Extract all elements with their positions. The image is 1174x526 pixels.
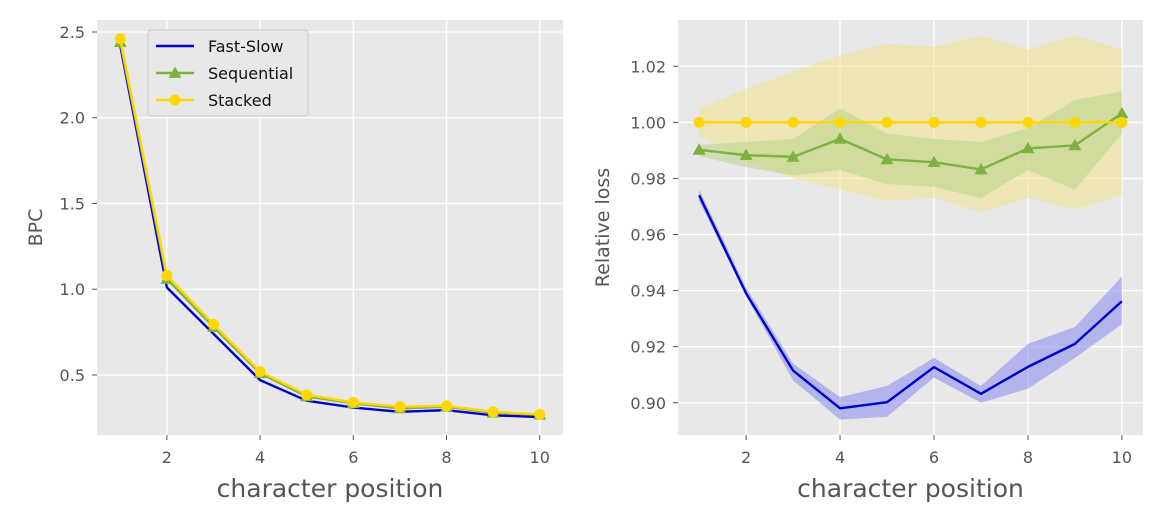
bpc-point-stacked	[208, 318, 219, 330]
relloss-line-sequential	[699, 112, 1123, 171]
bpc-ytick-label: 2.5	[60, 23, 85, 42]
relloss-point-sequential	[880, 152, 894, 165]
relloss-point-sequential	[786, 150, 800, 162]
relloss-xtick-label: 6	[929, 448, 939, 467]
bpc-xtick-label: 10	[530, 448, 550, 467]
bpc-point-stacked	[441, 400, 452, 412]
relloss-xtick-label: 10	[1112, 448, 1132, 467]
relloss-point-sequential	[974, 162, 988, 175]
bpc-point-stacked	[394, 401, 406, 413]
relloss-point-stacked	[740, 116, 752, 128]
relloss-ytick-label: 1.00	[630, 113, 666, 132]
legend-label-fast-slow: Fast-Slow	[208, 37, 283, 56]
bpc-point-stacked	[254, 366, 266, 378]
relloss-point-stacked	[975, 116, 987, 128]
relloss-band-sequential	[699, 91, 1122, 199]
bpc-xtick-label: 8	[441, 448, 451, 467]
relloss-x-axis-label: character position	[797, 474, 1024, 503]
bpc-line-fast-slow	[119, 45, 540, 419]
relloss-point-stacked	[1069, 116, 1081, 128]
relloss-point-stacked	[1022, 116, 1034, 128]
bpc-xtick-label: 2	[162, 448, 172, 467]
bpc-ytick-label: 1.0	[60, 280, 85, 299]
legend-label-sequential: Sequential	[208, 64, 293, 83]
relloss-ytick-label: 1.02	[630, 57, 666, 76]
relloss-ytick-label: 0.90	[630, 394, 666, 413]
bpc-point-stacked	[534, 408, 546, 420]
bpc-xtick-label: 4	[255, 448, 265, 467]
bpc-x-axis-label: character position	[217, 474, 444, 503]
relloss-point-sequential	[1068, 138, 1082, 151]
legend-label-stacked: Stacked	[208, 91, 272, 110]
bpc-point-stacked	[347, 396, 359, 408]
bpc-point-stacked	[301, 389, 313, 401]
relloss-point-sequential	[1021, 141, 1035, 154]
relloss-point-sequential	[739, 148, 753, 161]
relloss-y-axis-label: Relative loss	[592, 168, 614, 287]
relloss-xtick-label: 2	[741, 448, 751, 467]
relloss-point-stacked	[834, 116, 846, 128]
relative-loss-chart: 2 4 6 8 10 0.90 0.92 0.94 0.96 0.98 1.00 1.02 charac…	[592, 20, 1143, 503]
legend-box	[147, 29, 309, 117]
bpc-xtick-label: 6	[348, 448, 358, 467]
relloss-ytick-label: 0.98	[630, 169, 666, 188]
relloss-point-sequential	[1115, 106, 1129, 119]
relloss-point-stacked	[1116, 116, 1128, 128]
bpc-ytick-label: 0.5	[60, 366, 85, 385]
relloss-ytick-label: 0.94	[630, 282, 666, 301]
relloss-point-sequential	[927, 155, 941, 168]
legend-marker-stacked	[169, 94, 181, 106]
relloss-point-sequential	[833, 132, 847, 144]
bpc-line-stacked	[119, 38, 540, 416]
relloss-point-sequential	[692, 143, 706, 155]
bpc-point-stacked	[487, 406, 499, 418]
relloss-line-fast-slow	[698, 194, 1123, 410]
legend-marker-sequential	[168, 66, 182, 78]
bpc-ytick-label: 2.0	[60, 109, 85, 128]
relloss-point-stacked	[881, 116, 893, 128]
bpc-point-stacked	[161, 270, 173, 282]
relloss-point-stacked	[693, 116, 705, 128]
relloss-point-stacked	[928, 116, 940, 128]
bpc-chart: 2 4 6 8 10 0.5 1.0 1.5 2.0 2.5 character position B…	[25, 20, 563, 503]
relloss-ytick-label: 0.96	[630, 226, 666, 245]
bpc-y-axis-label: BPC	[25, 209, 47, 247]
relloss-xtick-label: 8	[1023, 448, 1033, 467]
relloss-xtick-label: 4	[835, 448, 845, 467]
bpc-ytick-label: 1.5	[60, 194, 85, 213]
relloss-ytick-label: 0.92	[630, 338, 666, 357]
bpc-point-stacked	[114, 33, 126, 45]
relloss-band-fast-slow	[699, 189, 1122, 420]
relloss-point-stacked	[787, 116, 799, 128]
